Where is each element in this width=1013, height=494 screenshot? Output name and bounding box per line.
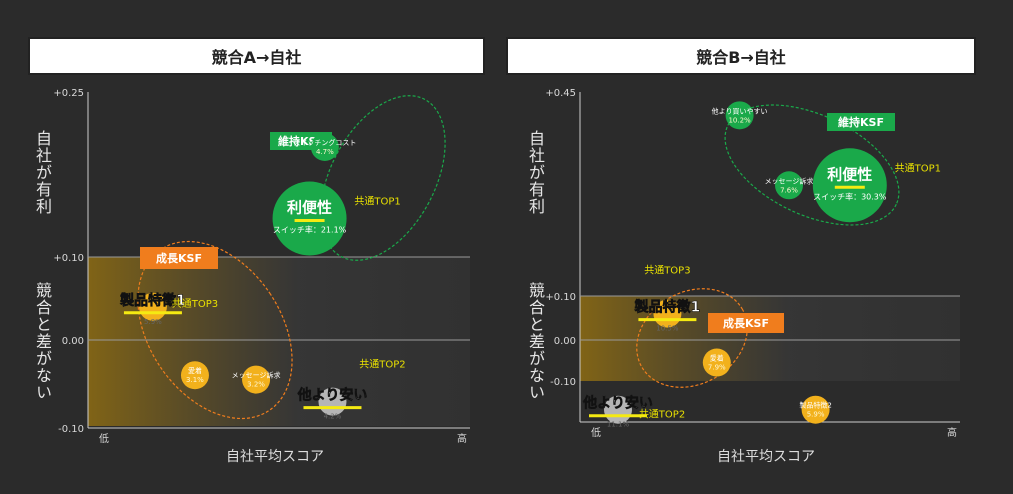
point-value: 5.9% bbox=[144, 318, 162, 326]
point-value: スイッチ率：21.1% bbox=[273, 225, 347, 235]
point-value: 7.9% bbox=[708, 364, 726, 372]
point-value: スイッチ率：30.3% bbox=[813, 191, 887, 201]
chart-panel-right: 競合B→自社 自社が有利 競合と差がない 自社平均スコア +0.45 +0.10 0… bbox=[500, 0, 1013, 494]
point-value: 10.5% bbox=[656, 325, 679, 333]
point-label: 製品特徴1 bbox=[119, 292, 186, 309]
point-label: 愛着 bbox=[188, 366, 202, 375]
data-point bbox=[702, 348, 731, 377]
chart-panel-left: 競合A→自社 自社が有利 競合と差がない 自社平均スコア +0.25 +0.10 0… bbox=[0, 0, 500, 494]
point-value: 3.1% bbox=[186, 376, 204, 384]
ksf-label: 維持KSF bbox=[838, 115, 884, 129]
x-high-label: 高 bbox=[457, 432, 467, 445]
y-label-top-right: 自社が有利 bbox=[526, 130, 545, 215]
point-label: 他より買いやすい bbox=[712, 106, 768, 115]
point-label: 愛着 bbox=[710, 354, 724, 363]
x-low-label: 低 bbox=[591, 426, 601, 439]
ksf-label: 成長KSF bbox=[723, 316, 769, 330]
ksf-label-box bbox=[140, 247, 218, 269]
y-tick-label: 0.00 bbox=[62, 336, 84, 347]
y-tick-label: 0.00 bbox=[554, 336, 576, 347]
ksf-label-box bbox=[827, 113, 895, 131]
y-tick-label: +0.25 bbox=[53, 88, 84, 99]
point-label: 他より安い bbox=[582, 395, 653, 412]
point-label: 製品特徴2 bbox=[799, 401, 831, 410]
chart-title-left: 競合A→自社 bbox=[28, 37, 485, 75]
scatter-chart-left: +0.25+0.100.00-0.10低 高維持KSF成長KSFスイッチングコスト… bbox=[53, 88, 470, 445]
point-value: 4.7% bbox=[316, 148, 334, 156]
point-value: 7.6% bbox=[780, 186, 798, 194]
y-label-bottom-right: 競合と差がない bbox=[526, 282, 545, 401]
common-top-tag: 共通TOP3 bbox=[172, 298, 218, 310]
y-label-top-left: 自社が有利 bbox=[33, 130, 52, 215]
point-label: 製品特徴1 bbox=[634, 299, 701, 316]
y-label-bottom-left: 競合と差がない bbox=[33, 282, 52, 401]
data-point bbox=[725, 101, 754, 130]
y-tick-label: +0.45 bbox=[545, 88, 576, 99]
x-label-left: 自社平均スコア bbox=[226, 449, 324, 465]
point-label: 他より安い bbox=[297, 387, 368, 404]
similar-zone-band bbox=[580, 296, 960, 381]
y-tick-label: +0.10 bbox=[545, 292, 576, 303]
group-ellipse bbox=[724, 104, 900, 226]
common-top-tag: 共通TOP1 bbox=[895, 162, 941, 174]
point-label: 利便性 bbox=[287, 199, 332, 217]
scatter-chart-right: +0.45+0.100.00-0.10低 高維持KSF成長KSF他より買いやすい1… bbox=[545, 88, 960, 439]
point-label: メッセージ訴求 bbox=[232, 371, 281, 380]
point-label: メッセージ訴求 bbox=[765, 176, 814, 185]
data-point bbox=[801, 395, 830, 424]
data-point bbox=[775, 171, 803, 200]
data-point bbox=[180, 361, 209, 390]
data-point bbox=[310, 133, 339, 161]
point-label: 利便性 bbox=[827, 165, 872, 183]
data-point bbox=[242, 365, 271, 394]
data-point bbox=[812, 148, 887, 223]
group-ellipse bbox=[320, 95, 446, 261]
common-top-tag: 共通TOP3 bbox=[644, 265, 690, 277]
point-value: 4.2% bbox=[324, 413, 342, 421]
common-top-tag: 共通TOP2 bbox=[639, 409, 685, 421]
y-tick-label: +0.10 bbox=[53, 253, 84, 264]
chart-title-right: 競合B→自社 bbox=[506, 37, 976, 75]
point-value: 3.2% bbox=[247, 381, 265, 389]
point-value: 11.1% bbox=[607, 421, 630, 429]
x-low-label: 低 bbox=[99, 432, 109, 445]
x-label-right: 自社平均スコア bbox=[717, 449, 815, 465]
point-label: スイッチングコスト bbox=[293, 138, 356, 147]
common-top-tag: 共通TOP2 bbox=[359, 359, 405, 371]
ksf-label: 成長KSF bbox=[156, 251, 202, 265]
y-tick-label: -0.10 bbox=[550, 377, 576, 388]
ksf-label-box bbox=[708, 313, 784, 333]
similar-zone-band bbox=[88, 257, 470, 426]
common-top-tag: 共通TOP1 bbox=[354, 196, 400, 208]
point-value: 5.9% bbox=[807, 411, 825, 419]
data-point bbox=[272, 181, 347, 256]
group-ellipse bbox=[636, 288, 748, 388]
point-value: 10.2% bbox=[728, 116, 751, 124]
x-high-label: 高 bbox=[947, 426, 957, 439]
y-tick-label: -0.10 bbox=[58, 424, 84, 435]
